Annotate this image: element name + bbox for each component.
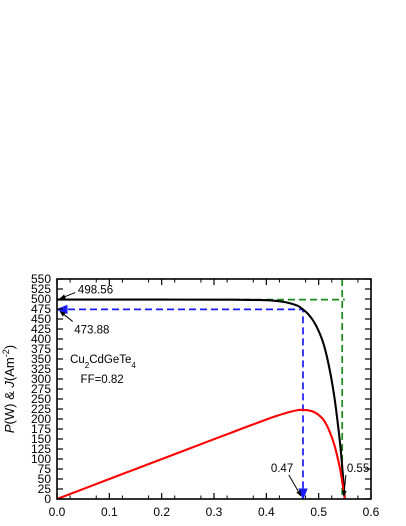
- y-tick-labels: 0255075100125150175200225250275300325350…: [31, 272, 51, 506]
- material-sub2: 2: [85, 361, 90, 370]
- annotation-vmp: 0.47: [271, 463, 293, 475]
- x-tick-label: 0.4: [258, 505, 275, 519]
- y-title-p: P: [2, 424, 17, 433]
- y-tick-label: 325: [31, 362, 51, 376]
- y-tick-label: 475: [31, 302, 51, 316]
- x-tick-label: 0.2: [153, 505, 170, 519]
- plot-frame: [56, 278, 372, 500]
- y-tick-label: 275: [31, 382, 51, 396]
- y-tick-label: 250: [31, 392, 51, 406]
- annotation-arrow: [59, 311, 74, 322]
- power-line: [56, 408, 346, 500]
- guide-line: [55, 304, 308, 501]
- x-tick-label: 0.0: [49, 505, 66, 519]
- y-tick-label: 175: [31, 422, 51, 436]
- y-tick-label: 450: [31, 312, 51, 326]
- x-tick-label: 0.1: [101, 505, 118, 519]
- y-tick-label: 375: [31, 342, 51, 356]
- y-tick-label: 25: [38, 482, 52, 496]
- y-tick-label: 300: [31, 372, 51, 386]
- material-cdgete: CdGeTe: [89, 354, 131, 366]
- y-tick-label: 525: [31, 282, 51, 296]
- annotation-arrow: [288, 474, 302, 497]
- y-tick-label: 50: [38, 472, 52, 486]
- annotation-arrow: [59, 292, 76, 300]
- y-title-w: (W): [2, 404, 17, 425]
- y-tick-label: 100: [31, 452, 51, 466]
- annotation-jmp: 473.88: [74, 324, 109, 336]
- y-title-unit: (Am: [2, 357, 17, 381]
- annotation-arrow: [341, 474, 347, 497]
- y-axis-title: P(W) & J(Am-2): [1, 345, 17, 433]
- axis-ticks: [56, 278, 372, 500]
- y-title-exp: -2: [1, 349, 11, 357]
- x-tick-label: 0.5: [310, 505, 327, 519]
- x-tick-labels: 0.0 0.1 0.2 0.3 0.4 0.5 0.6: [49, 505, 380, 519]
- y-tick-label: 200: [31, 412, 51, 426]
- y-title-close: ): [2, 345, 17, 349]
- y-tick-label: 425: [31, 322, 51, 336]
- current-density-line: [56, 298, 346, 500]
- guide-lines: [55, 279, 345, 501]
- y-tick-label: 0: [44, 492, 51, 506]
- y-tick-label: 400: [31, 332, 51, 346]
- material-cu: Cu: [70, 354, 85, 366]
- fill-factor-label: FF=0.82: [81, 374, 124, 386]
- x-tick-label: 0.3: [206, 505, 223, 519]
- annotation-voc: 0.55: [347, 463, 369, 475]
- y-tick-label: 350: [31, 352, 51, 366]
- y-tick-label: 75: [38, 462, 52, 476]
- y-tick-label: 150: [31, 432, 51, 446]
- y-tick-label: 225: [31, 402, 51, 416]
- y-title-amp: &: [2, 388, 17, 404]
- annotation-jsc: 498.56: [78, 285, 113, 297]
- series-group: [56, 298, 346, 500]
- y-tick-label: 550: [31, 272, 51, 286]
- y-title-j: J: [2, 381, 17, 389]
- material-sub4: 4: [131, 361, 136, 370]
- x-tick-label: 0.6: [363, 505, 380, 519]
- y-tick-label: 125: [31, 442, 51, 456]
- y-tick-label: 500: [31, 292, 51, 306]
- annotations: 498.56 473.88 0.47 0.55 Cu2CdGeTe4 FF=0.…: [59, 285, 369, 497]
- material-label: Cu2CdGeTe4: [70, 354, 136, 370]
